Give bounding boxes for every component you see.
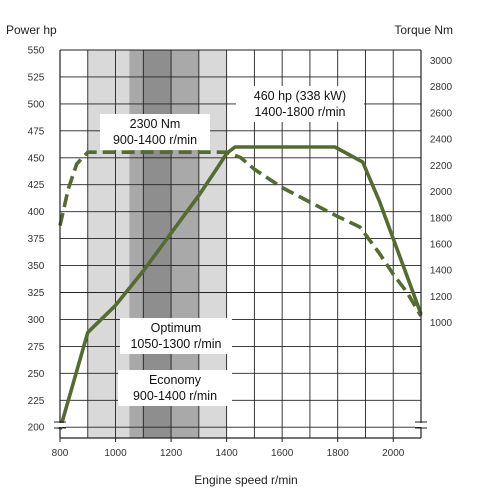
annotation-power-peak-line-2: 1400-1800 r/min [254, 105, 345, 119]
annotations: 460 hp (338 kW) 1400-1800 r/min 2300 Nm 900… [100, 86, 364, 406]
x-tick-label-1600: 1600 [271, 448, 294, 459]
right-tick-label-1600: 1600 [430, 240, 453, 251]
annotation-bg-optimum [120, 318, 232, 354]
x-tick-label-2000: 2000 [382, 448, 405, 459]
right-tick-label-1000: 1000 [430, 318, 453, 329]
left-tick-label-200: 200 [28, 423, 45, 434]
right-tick-label-3000: 3000 [430, 56, 453, 67]
right-tick-label-2400: 2400 [430, 135, 453, 146]
right-axis-title: Torque Nm [394, 23, 453, 37]
left-tick-label-350: 350 [28, 261, 45, 272]
annotation-optimum-line-2: 1050-1300 r/min [130, 337, 221, 351]
right-axis-break-gap [415, 423, 427, 427]
annotation-economy-line-2: 900-1400 r/min [133, 389, 217, 403]
x-tick-label-1800: 1800 [327, 448, 350, 459]
x-tick-label-800: 800 [52, 448, 69, 459]
left-axis-break-gap [54, 423, 66, 427]
annotation-economy-line-1: Economy [149, 373, 202, 387]
left-tick-label-250: 250 [28, 369, 45, 380]
left-tick-label-275: 275 [28, 342, 45, 353]
left-axis-title: Power hp [6, 23, 57, 37]
left-tick-label-300: 300 [28, 315, 45, 326]
annotation-torque-peak-line-2: 900-1400 r/min [113, 133, 197, 147]
left-tick-label-450: 450 [28, 153, 45, 164]
x-tick-label-1200: 1200 [160, 448, 183, 459]
annotation-bg-power-peak [236, 86, 364, 122]
right-tick-label-2200: 2200 [430, 161, 453, 172]
right-tick-label-2800: 2800 [430, 82, 453, 93]
power-curve [58, 145, 423, 430]
annotation-optimum-line-1: Optimum [151, 321, 202, 335]
torque-curve [58, 150, 423, 318]
x-axis-title: Engine speed r/min [194, 473, 297, 487]
annotation-bg-torque-peak [100, 114, 210, 150]
data-lines [58, 145, 423, 430]
annotation-torque-peak-line-1: 2300 Nm [130, 117, 181, 131]
left-tick-label-525: 525 [28, 72, 45, 83]
annotation-bg-economy [118, 370, 232, 406]
left-tick-label-375: 375 [28, 234, 45, 245]
right-tick-label-2600: 2600 [430, 108, 453, 119]
x-tick-label-1400: 1400 [215, 448, 238, 459]
right-tick-label-1200: 1200 [430, 292, 453, 303]
annotation-power-peak-line-1: 460 hp (338 kW) [254, 89, 346, 103]
left-tick-label-500: 500 [28, 99, 45, 110]
x-tick-label-1000: 1000 [104, 448, 127, 459]
right-tick-label-1400: 1400 [430, 266, 453, 277]
left-tick-label-325: 325 [28, 288, 45, 299]
axes: 800 1000 1200 1400 1600 1800 2000 200 225 250 275 3… [28, 46, 453, 460]
left-tick-label-475: 475 [28, 126, 45, 137]
right-tick-label-1800: 1800 [430, 213, 453, 224]
right-tick-label-2000: 2000 [430, 187, 453, 198]
left-tick-label-425: 425 [28, 180, 45, 191]
left-tick-label-550: 550 [28, 46, 45, 57]
left-tick-label-225: 225 [28, 396, 45, 407]
left-tick-label-400: 400 [28, 207, 45, 218]
